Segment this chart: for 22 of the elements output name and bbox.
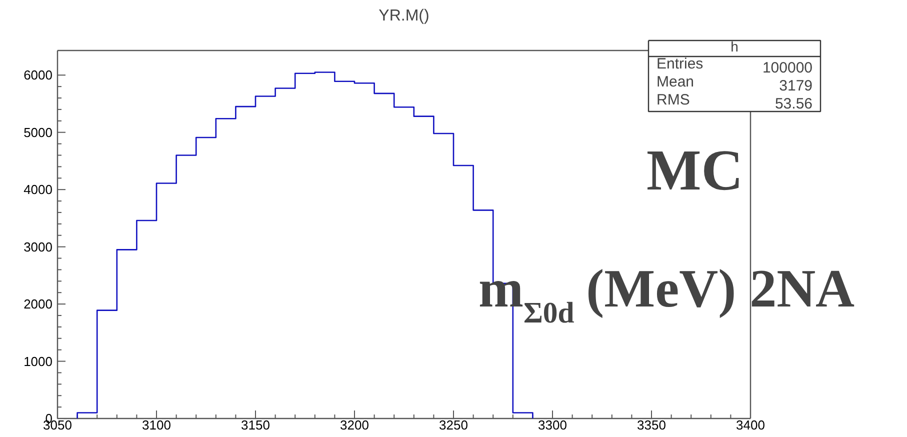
x-tick-label: 3400 [736,418,765,432]
y-tick-label: 2000 [24,296,52,312]
y-tick-label: 3000 [24,239,52,254]
text: 3179 [779,78,813,94]
x-tick-label: 3350 [637,418,666,432]
text: 100000 [762,60,813,76]
text: 53.56 [774,96,813,112]
y-tick-label: 4000 [24,182,52,198]
chart-title: YR.M() [378,8,430,24]
y-tick-label: 5000 [24,124,52,140]
x-tick-label: 3100 [142,418,171,432]
x-tick-label: 3300 [538,418,567,432]
annotation: Entries [656,56,704,72]
annotation: MC [646,138,744,202]
annotation: h [730,38,738,54]
x-tick-label: 3200 [340,418,369,432]
annotation: Mean [656,74,694,90]
y-tick-label: 6000 [24,68,52,83]
x-tick-label: 3150 [241,418,270,432]
y-tick-label: 1000 [24,354,52,369]
annotation: RMS [656,92,690,108]
x-tick-label: 3250 [439,418,468,432]
